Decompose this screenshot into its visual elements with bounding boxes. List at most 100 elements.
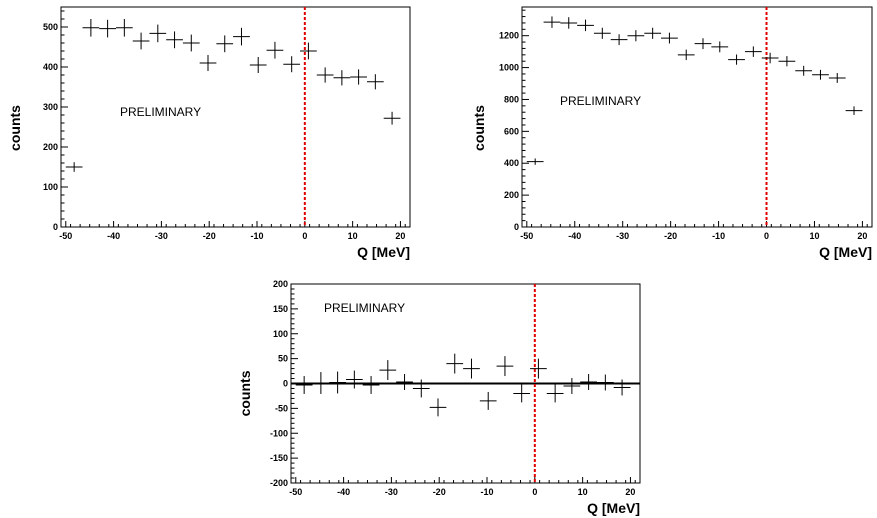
data-point	[99, 19, 116, 38]
data-point	[795, 65, 813, 76]
x-tick-label: -10	[481, 487, 494, 497]
data-point	[593, 27, 611, 39]
y-tick-label: 200	[43, 142, 58, 152]
x-tick-label: 10	[809, 231, 819, 241]
data-point	[362, 376, 380, 394]
data-point	[216, 35, 234, 53]
y-tick-label: 300	[43, 102, 58, 112]
data-point	[546, 384, 564, 403]
data-point	[333, 70, 351, 86]
y-tick-label: 150	[273, 304, 288, 314]
data-point	[249, 57, 267, 73]
data-point	[233, 27, 250, 46]
data-point	[383, 111, 401, 125]
data-point	[812, 69, 829, 80]
data-point	[82, 19, 100, 37]
data-point	[613, 379, 631, 396]
data-point	[778, 56, 796, 67]
data-point	[577, 19, 594, 32]
data-point	[661, 32, 678, 44]
x-tick-label: -20	[664, 231, 677, 241]
data-point	[610, 34, 628, 46]
x-tick-label: -10	[251, 231, 264, 241]
preliminary-annotation: PRELIMINARY	[324, 301, 405, 315]
y-tick-label: 500	[43, 22, 58, 32]
y-tick-label: 200	[504, 190, 519, 200]
y-tick-label: 100	[43, 182, 58, 192]
data-point	[526, 158, 544, 165]
x-tick-label: 20	[625, 487, 635, 497]
data-point	[345, 370, 363, 389]
data-point	[412, 379, 430, 398]
x-axis-title: Q [MeV]	[819, 244, 872, 260]
data-point	[300, 42, 317, 60]
chart-panel-top-right: -50 -40 -30 -20 -10 0 10 2002004006008001000120…	[471, 6, 873, 260]
data-point	[350, 69, 367, 85]
data-point	[132, 32, 150, 50]
y-tick-label: 50	[278, 354, 288, 364]
data-point	[295, 376, 313, 394]
data-point	[644, 27, 662, 39]
y-tick-label: -100	[270, 428, 288, 438]
chart-panel-top-left: -50 -40 -30 -20 -10 0 10 200100200300400500PREL…	[7, 6, 411, 260]
data-point	[761, 52, 779, 64]
data-point	[513, 384, 531, 403]
x-tick-label: 0	[764, 231, 769, 241]
data-point	[199, 55, 217, 71]
data-point	[711, 41, 729, 53]
data-point	[563, 378, 581, 394]
x-tick-label: -40	[337, 487, 350, 497]
data-point	[543, 16, 561, 28]
data-point	[149, 24, 167, 43]
x-tick-label: -40	[568, 231, 581, 241]
preliminary-annotation: PRELIMINARY	[560, 94, 641, 108]
preliminary-annotation: PRELIMINARY	[120, 105, 201, 119]
y-tick-label: 800	[504, 94, 519, 104]
y-tick-label: 0	[53, 222, 58, 232]
y-tick-label: 1200	[499, 31, 519, 41]
data-point	[266, 41, 284, 59]
x-tick-label: -20	[433, 487, 446, 497]
data-point	[530, 358, 547, 379]
x-tick-label: -50	[59, 231, 72, 241]
x-tick-label: 20	[395, 231, 405, 241]
y-axis-title: counts	[7, 105, 23, 151]
data-point	[283, 56, 301, 73]
data-point	[580, 374, 597, 390]
y-tick-label: 0	[514, 222, 519, 232]
y-tick-label: 400	[43, 62, 58, 72]
x-tick-label: 0	[532, 487, 537, 497]
x-tick-label: -40	[107, 231, 120, 241]
data-point	[744, 46, 762, 57]
data-point	[182, 34, 200, 52]
data-point	[366, 74, 384, 90]
chart-panel-bottom: -50 -40 -30 -20 -10 0 10 20-200-150-100-5005010…	[237, 279, 641, 516]
data-point	[115, 19, 133, 37]
y-tick-label: 100	[273, 329, 288, 339]
data-point	[479, 391, 497, 410]
data-point	[316, 67, 334, 83]
x-axis-title: Q [MeV]	[357, 244, 410, 260]
y-tick-label: 600	[504, 126, 519, 136]
y-tick-label: -150	[270, 453, 288, 463]
data-point	[379, 360, 397, 381]
data-point	[596, 374, 614, 391]
x-tick-label: -20	[203, 231, 216, 241]
y-tick-label: 200	[273, 279, 288, 289]
x-tick-label: -30	[616, 231, 629, 241]
x-tick-label: -30	[155, 231, 168, 241]
x-tick-label: 0	[302, 231, 307, 241]
data-point	[496, 356, 514, 377]
data-point	[560, 17, 578, 29]
data-point	[677, 49, 695, 61]
x-tick-label: 10	[348, 231, 358, 241]
x-tick-label: -30	[385, 487, 398, 497]
x-tick-label: -50	[520, 231, 533, 241]
x-tick-label: -10	[712, 231, 725, 241]
x-axis-title: Q [MeV]	[587, 500, 640, 516]
data-point	[166, 31, 183, 49]
plot-frame	[521, 6, 873, 228]
data-point	[845, 106, 863, 115]
y-axis-title: counts	[471, 105, 487, 151]
